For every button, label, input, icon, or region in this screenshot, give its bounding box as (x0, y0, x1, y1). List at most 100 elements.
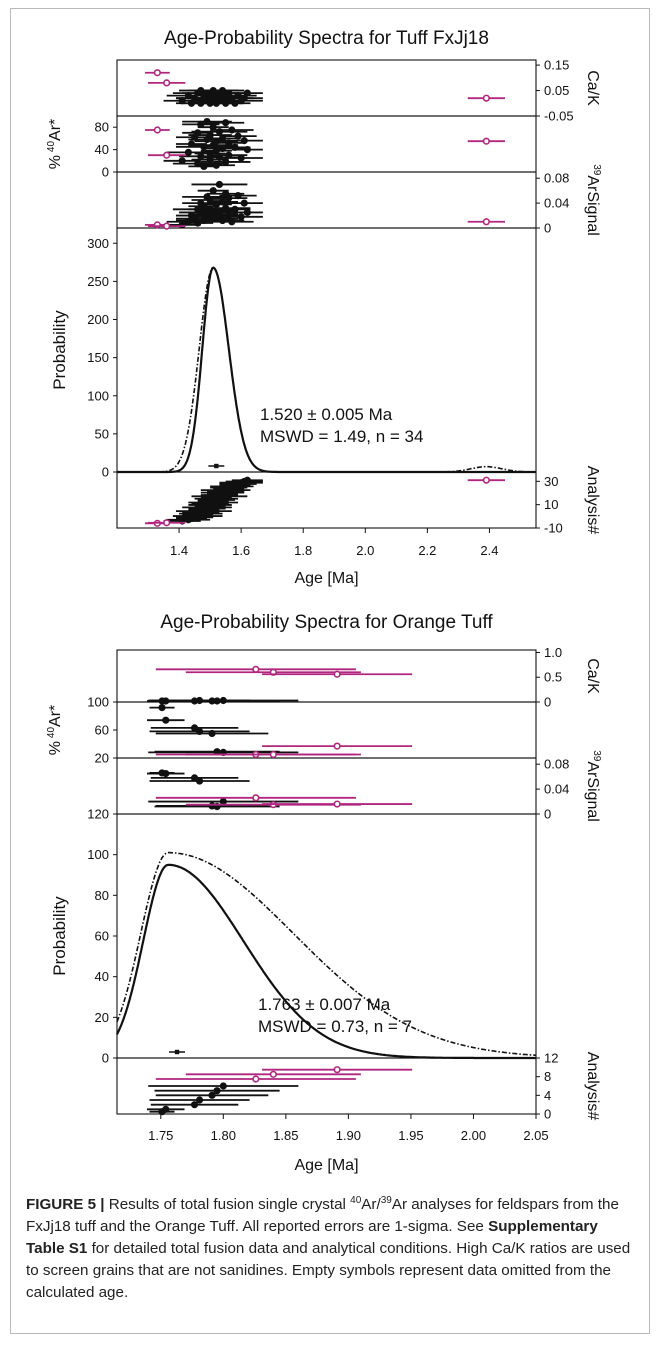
data-point-ar39 (231, 205, 239, 213)
chart-title: Age-Probability Spectra for Orange Tuff (160, 612, 493, 633)
y-tick-label-analysis: 30 (544, 474, 558, 489)
x-axis-label: Age [Ma] (294, 570, 358, 587)
y-tick-label-ar39: 0.04 (544, 782, 569, 797)
y-tick-label-prob: 80 (95, 888, 109, 903)
ar39-axis-label: 39ArSignal (584, 750, 602, 822)
y-tick-label-analysis: 12 (544, 1051, 558, 1066)
data-point-analysis (219, 1082, 227, 1090)
mswd-annotation: MSWD = 0.73, n = 7 (258, 1017, 412, 1036)
x-tick-label: 1.80 (211, 1128, 236, 1143)
y-tick-label-ar39: 0 (544, 807, 551, 822)
data-point-ar39 (163, 222, 171, 230)
x-tick-label: 1.8 (294, 543, 312, 558)
data-point-ar39 (215, 180, 224, 189)
data-point-ar40 (222, 119, 230, 127)
data-point-ar40 (237, 154, 245, 162)
ar40-element: Ar* (47, 705, 64, 727)
y-tick-label-ar40: 40 (95, 142, 109, 157)
y-tick-label-ar39: 0 (544, 221, 551, 236)
data-point-ar40 (163, 151, 171, 159)
weighted-mean-marker (174, 1049, 180, 1055)
y-tick-label-ar40: 60 (95, 723, 109, 738)
data-point-analysis (163, 519, 171, 527)
probability-axis-label: Probability (50, 896, 69, 976)
data-point-cak (163, 79, 171, 87)
y-tick-label-prob: 150 (87, 350, 109, 365)
ar40-axis-label: % 40Ar* (46, 119, 64, 170)
panel-frame-cak (116, 649, 537, 703)
x-tick-label: 1.95 (398, 1128, 423, 1143)
data-point-ar40 (206, 131, 214, 139)
data-point-ar40 (240, 137, 248, 145)
caption-text-1: Results of total fusion single crystal (104, 1196, 351, 1213)
y-tick-label-prob: 250 (87, 274, 109, 289)
data-point-analysis (252, 1075, 260, 1083)
data-point-ar39 (252, 794, 260, 802)
data-point-ar39 (237, 213, 245, 221)
mean-age-annotation: 1.520 ± 0.005 Ma (260, 405, 393, 424)
y-tick-label-analysis: -10 (544, 521, 563, 536)
analysis-axis-label: Analysis# (584, 1052, 601, 1121)
ar39-element: ArSignal (584, 175, 601, 235)
y-tick-label-analysis: 0 (544, 1107, 551, 1122)
x-tick-label: 2.2 (418, 543, 436, 558)
y-tick-label-prob: 60 (95, 929, 109, 944)
panel-frame-ar39 (116, 171, 537, 229)
data-point-ar40 (222, 158, 230, 166)
panel-frame-analysis (116, 1057, 537, 1115)
panel-frame-ar40 (116, 701, 537, 759)
data-point-ar39 (219, 797, 227, 806)
caption-isotope-b: 39 (380, 1194, 392, 1206)
data-point-analysis (208, 1091, 216, 1099)
ar40-iso: 40 (46, 141, 57, 153)
data-point-ar39 (215, 208, 224, 217)
data-point-ar39 (195, 777, 204, 785)
data-point-analysis (162, 1105, 170, 1113)
data-point-ar39 (228, 218, 236, 226)
data-point-ar39 (162, 769, 170, 778)
probability-curve-included (117, 266, 536, 474)
y-tick-label-ar40: 20 (95, 751, 109, 766)
y-tick-label-ar40: 80 (95, 120, 109, 135)
x-tick-label: 2.05 (523, 1128, 548, 1143)
data-point-cak (153, 69, 161, 77)
data-point-ar40 (158, 703, 166, 712)
probability-curve-included (116, 863, 536, 1060)
caption-label: FIGURE 5 | (26, 1196, 105, 1213)
y-tick-label-ar39: 0.04 (544, 196, 569, 211)
data-point-analysis (333, 1066, 341, 1074)
chart-1: Age-Probability Spectra for Orange Tuff 1… (46, 612, 602, 1174)
data-point-cak (240, 94, 248, 102)
data-point-ar40 (228, 126, 236, 134)
data-point-ar39 (209, 187, 217, 195)
x-tick-label: 1.90 (336, 1128, 361, 1143)
data-point-ar39 (482, 218, 490, 226)
caption-supplementary-link[interactable]: Supplementary Table S1 (26, 1218, 598, 1257)
data-point-ar40 (212, 161, 220, 169)
data-point-cak (482, 94, 490, 102)
figure-charts: Age-Probability Spectra for Tuff FxJj18 0… (46, 28, 602, 1174)
data-point-ar40 (243, 146, 251, 154)
data-point-ar40 (184, 148, 192, 156)
y-tick-label-prob: 50 (95, 426, 109, 441)
data-point-analysis (269, 1070, 277, 1078)
x-tick-label: 1.4 (170, 543, 188, 558)
y-tick-label-ar40: 0 (102, 165, 109, 180)
x-axis-label: Age [Ma] (294, 1157, 358, 1174)
x-tick-label: 2.4 (480, 543, 498, 558)
caption-isotope-a: 40 (350, 1194, 362, 1206)
y-tick-label-cak: -0.05 (544, 109, 574, 124)
probability-curve-all (117, 266, 536, 473)
x-tick-label: 1.85 (273, 1128, 298, 1143)
analysis-axis-label: Analysis# (584, 466, 601, 535)
y-tick-label-prob: 200 (87, 312, 109, 327)
y-tick-label-prob: 40 (95, 969, 109, 984)
y-tick-label-analysis: 8 (544, 1069, 551, 1084)
ar39-iso: 39 (591, 164, 602, 176)
y-tick-label-cak: 0.5 (544, 670, 562, 685)
y-tick-label-analysis: 10 (544, 497, 558, 512)
data-point-cak (219, 696, 227, 705)
y-tick-label-analysis: 4 (544, 1088, 551, 1103)
y-tick-label-ar40: 100 (87, 695, 109, 710)
y-tick-label-cak: 0.05 (544, 83, 569, 98)
